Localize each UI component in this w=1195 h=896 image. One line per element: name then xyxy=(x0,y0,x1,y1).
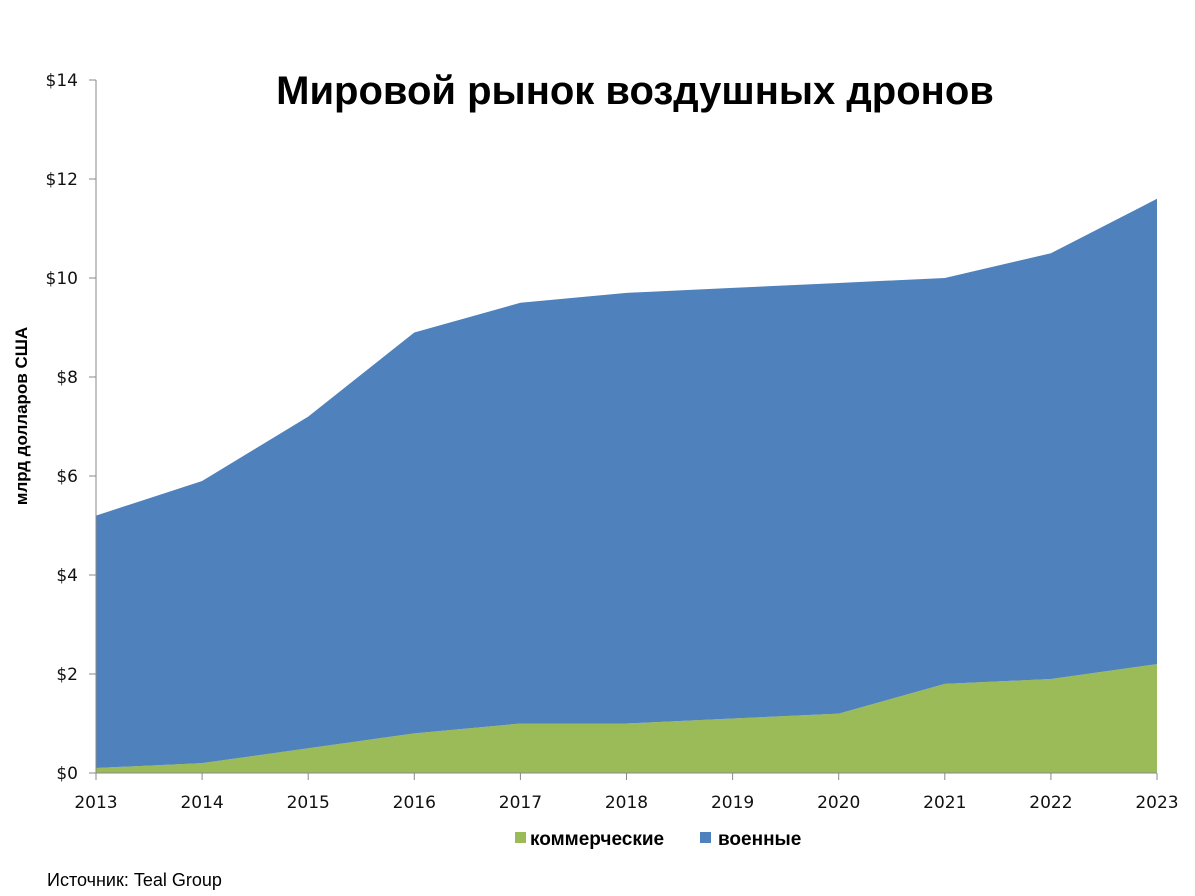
legend-label-military: военные xyxy=(718,829,801,850)
legend-label-commercial: коммерческие xyxy=(530,829,664,850)
x-tick-label: 2015 xyxy=(287,793,330,813)
areas xyxy=(96,198,1157,773)
source-note: Источник: Teal Group xyxy=(47,870,222,890)
x-tick-label: 2019 xyxy=(711,793,754,813)
legend-swatch-commercial xyxy=(515,832,526,843)
area-series-military xyxy=(96,198,1157,769)
x-tick-label: 2023 xyxy=(1135,793,1178,813)
y-ticks: $0 $2 $4 $6 $8 $10 $12 $14 xyxy=(46,71,96,784)
y-tick-label: $12 xyxy=(46,170,78,190)
x-tick-label: 2018 xyxy=(605,793,648,813)
x-tick-label: 2017 xyxy=(499,793,542,813)
chart-title: Мировой рынок воздушных дронов xyxy=(276,69,994,113)
x-tick-label: 2020 xyxy=(817,793,860,813)
y-tick-label: $0 xyxy=(56,764,78,784)
y-tick-label: $4 xyxy=(56,566,78,586)
x-ticks: 2013 2014 2015 2016 2017 2018 2019 2020 2021 2022… xyxy=(74,773,1179,813)
y-tick-label: $14 xyxy=(46,71,78,91)
y-axis-label: млрд долларов США xyxy=(12,327,31,505)
y-tick-label: $2 xyxy=(56,665,78,685)
legend-swatch-military xyxy=(700,832,711,843)
area-series-commercial xyxy=(96,664,1157,773)
x-tick-label: 2022 xyxy=(1029,793,1072,813)
x-tick-label: 2013 xyxy=(74,793,117,813)
y-tick-label: $10 xyxy=(46,269,78,289)
y-tick-label: $8 xyxy=(56,368,78,388)
x-tick-label: 2021 xyxy=(923,793,966,813)
y-tick-label: $6 xyxy=(56,467,78,487)
legend: коммерческие военные xyxy=(515,829,801,850)
x-tick-label: 2014 xyxy=(180,793,223,813)
x-tick-label: 2016 xyxy=(393,793,436,813)
